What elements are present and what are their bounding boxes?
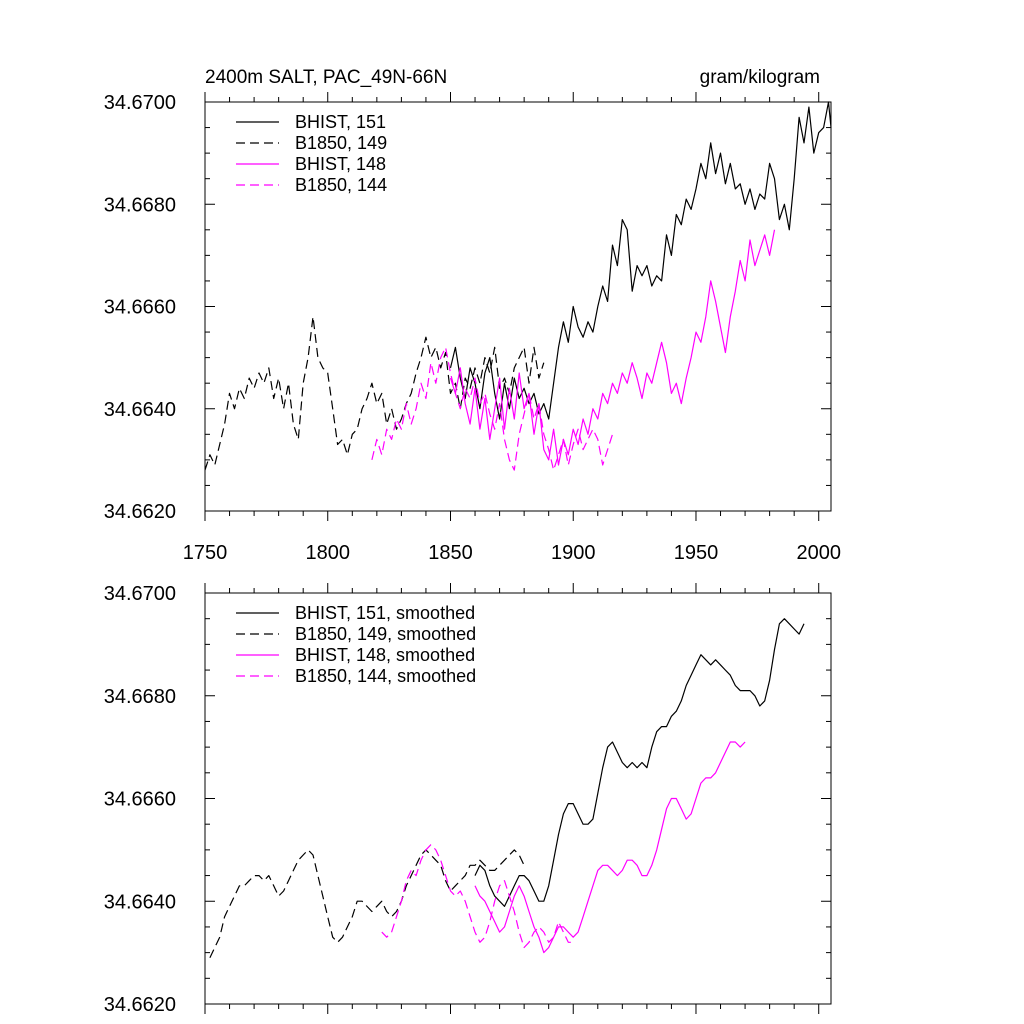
top-title: 2400m SALT, PAC_49N-66N <box>205 67 447 88</box>
top-legend-label-1: B1850, 149 <box>295 133 387 153</box>
top-series-line-3 <box>371 346 614 471</box>
bottom-y-tick-label: 34.6680 <box>104 686 176 708</box>
top-y-tick-label: 34.6680 <box>104 194 176 216</box>
top-series <box>204 101 832 471</box>
bottom-legend-label-1: B1850, 149, smoothed <box>295 624 476 644</box>
bottom-panel: 34.6620 34.6640 34.6660 34.6680 34.6700 BHIS… <box>104 583 832 1016</box>
top-y-tick-label: 34.6620 <box>104 501 176 523</box>
bottom-y-tick-label: 34.6660 <box>104 789 176 811</box>
top-x-tick-label: 1750 <box>183 542 228 564</box>
top-y-tick-label: 34.6640 <box>104 399 176 421</box>
bottom-legend-label-2: BHIST, 148, smoothed <box>295 645 475 665</box>
top-x-tick-label: 1900 <box>551 542 596 564</box>
bottom-y-tick-label: 34.6640 <box>104 891 176 913</box>
top-x-tick-label: 1950 <box>674 542 719 564</box>
bottom-legend-label-0: BHIST, 151, smoothed <box>295 603 475 623</box>
bottom-series-line-0 <box>474 618 805 907</box>
top-ticks: 34.6620 34.6640 34.6660 34.6680 34.6700 1750 1… <box>104 92 841 564</box>
top-panel: 2400m SALT, PAC_49N-66N gram/kilogram 34… <box>104 67 841 564</box>
top-series-line-1 <box>204 316 545 471</box>
top-units: gram/kilogram <box>700 67 820 88</box>
top-x-tick-label: 2000 <box>796 542 841 564</box>
bottom-series <box>209 618 805 959</box>
bottom-y-tick-label: 34.6620 <box>104 994 176 1016</box>
top-legend-label-3: B1850, 144 <box>295 175 387 195</box>
top-series-line-0 <box>449 101 832 420</box>
top-legend-label-0: BHIST, 151 <box>295 112 386 132</box>
bottom-series-line-1 <box>209 849 525 959</box>
bottom-y-tick-label: 34.6700 <box>104 583 176 605</box>
bottom-legend-label-3: B1850, 144, smoothed <box>295 666 476 686</box>
top-y-tick-label: 34.6700 <box>104 92 176 114</box>
bottom-plot-frame <box>204 592 832 1005</box>
top-y-tick-label: 34.6660 <box>104 297 176 319</box>
top-legend-label-2: BHIST, 148 <box>295 154 386 174</box>
top-series-line-2 <box>449 229 776 466</box>
top-x-tick-label: 1800 <box>305 542 350 564</box>
top-plot-frame <box>204 101 832 512</box>
top-x-tick-label: 1850 <box>428 542 473 564</box>
bottom-series-line-2 <box>474 741 746 954</box>
bottom-series-line-3 <box>381 844 574 949</box>
bottom-ticks: 34.6620 34.6640 34.6660 34.6680 34.6700 <box>104 583 831 1016</box>
